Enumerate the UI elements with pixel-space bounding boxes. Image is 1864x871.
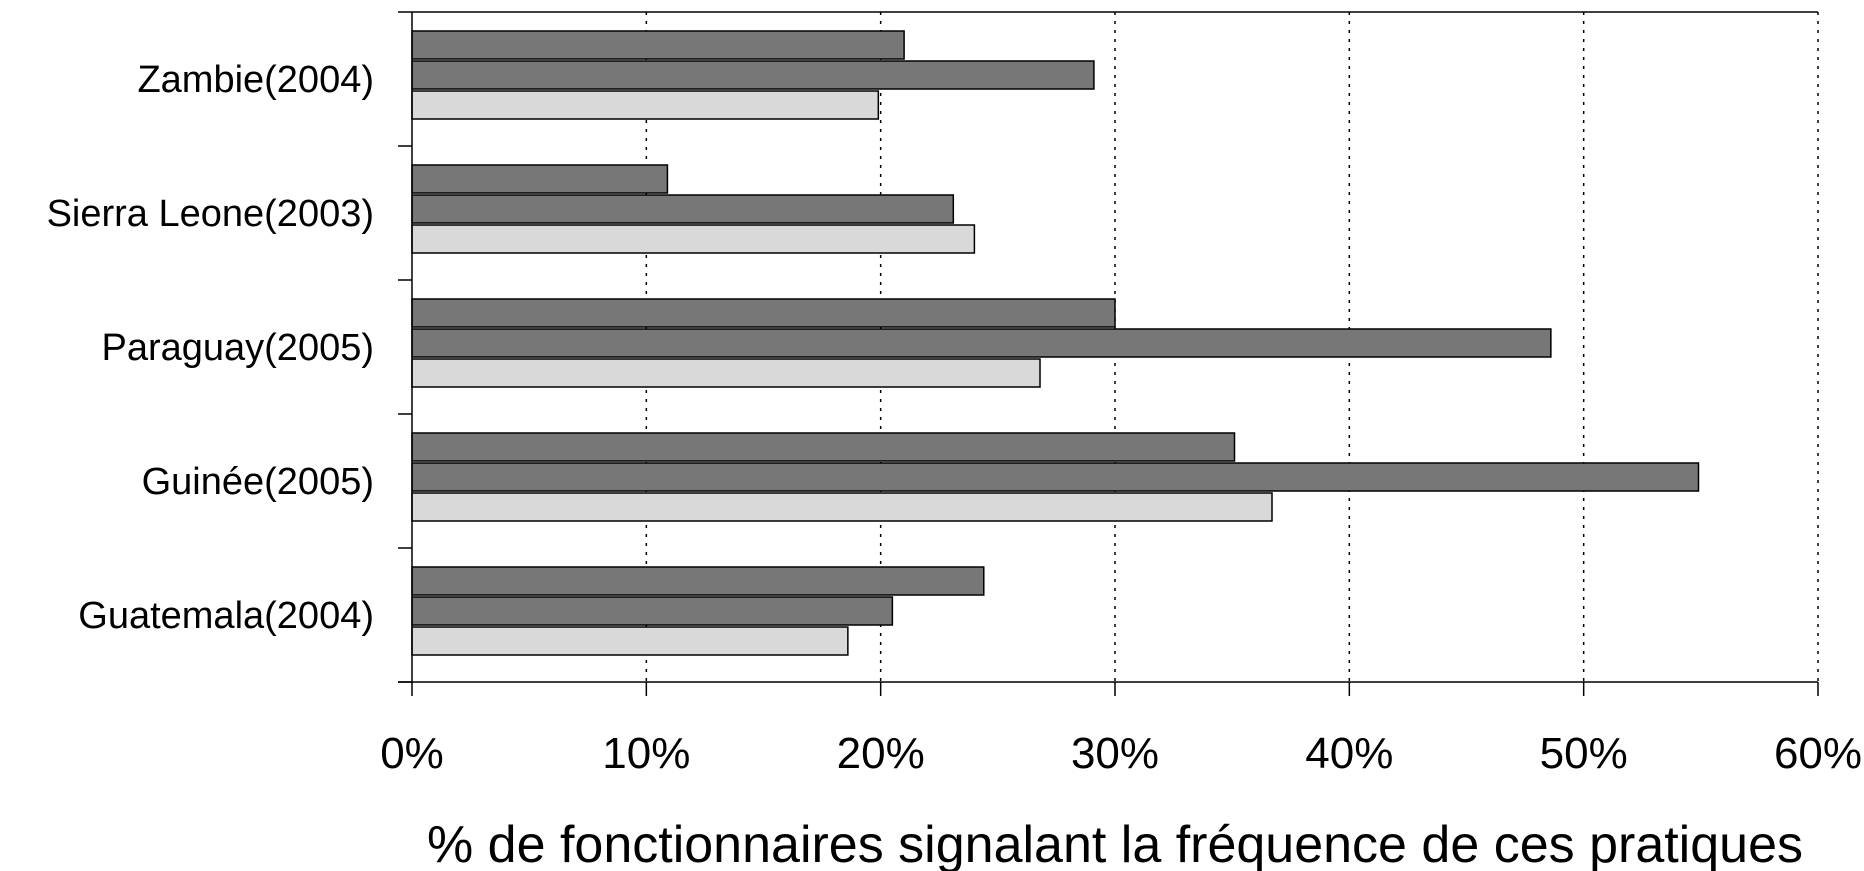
bar-5-series-2: [411, 596, 894, 626]
y-tick-label: Sierra Leone(2003): [47, 193, 374, 235]
ticks: [398, 11, 1819, 696]
axes: [398, 12, 1818, 683]
bar-3-series-3: [411, 358, 1041, 388]
bar-5-series-3: [411, 626, 849, 656]
bar-3-series-1: [411, 298, 1116, 328]
bar-2-series-1: [411, 164, 669, 194]
y-tick-label: Zambie(2004): [137, 59, 374, 101]
x-tick-label: 10%: [602, 729, 690, 778]
bars: [411, 30, 1700, 656]
bar-5-series-1: [411, 566, 985, 596]
x-tick-label: 30%: [1071, 729, 1159, 778]
y-tick-label: Paraguay(2005): [101, 327, 374, 369]
x-axis-title: % de fonctionnaires signalant la fréquen…: [427, 816, 1803, 871]
x-tick-label: 20%: [837, 729, 925, 778]
x-tick-label: 0%: [380, 729, 444, 778]
y-tick-label: Guinée(2005): [142, 461, 374, 503]
bar-4-series-1: [411, 432, 1236, 462]
x-tick-label: 40%: [1305, 729, 1393, 778]
bar-2-series-2: [411, 194, 955, 224]
tick-labels: Zambie(2004) Sierra Leone(2003) Paraguay(2…: [47, 59, 1862, 778]
bar-2-series-3: [411, 224, 976, 254]
bar-4-series-2: [411, 462, 1700, 492]
bar-1-series-2: [411, 60, 1095, 90]
bar-1-series-1: [411, 30, 905, 60]
x-tick-label: 50%: [1540, 729, 1628, 778]
bar-4-series-3: [411, 492, 1273, 522]
y-tick-label: Guatemala(2004): [78, 595, 374, 637]
bar-1-series-3: [411, 90, 880, 120]
x-tick-label: 60%: [1774, 729, 1862, 778]
bar-3-series-2: [411, 328, 1552, 358]
